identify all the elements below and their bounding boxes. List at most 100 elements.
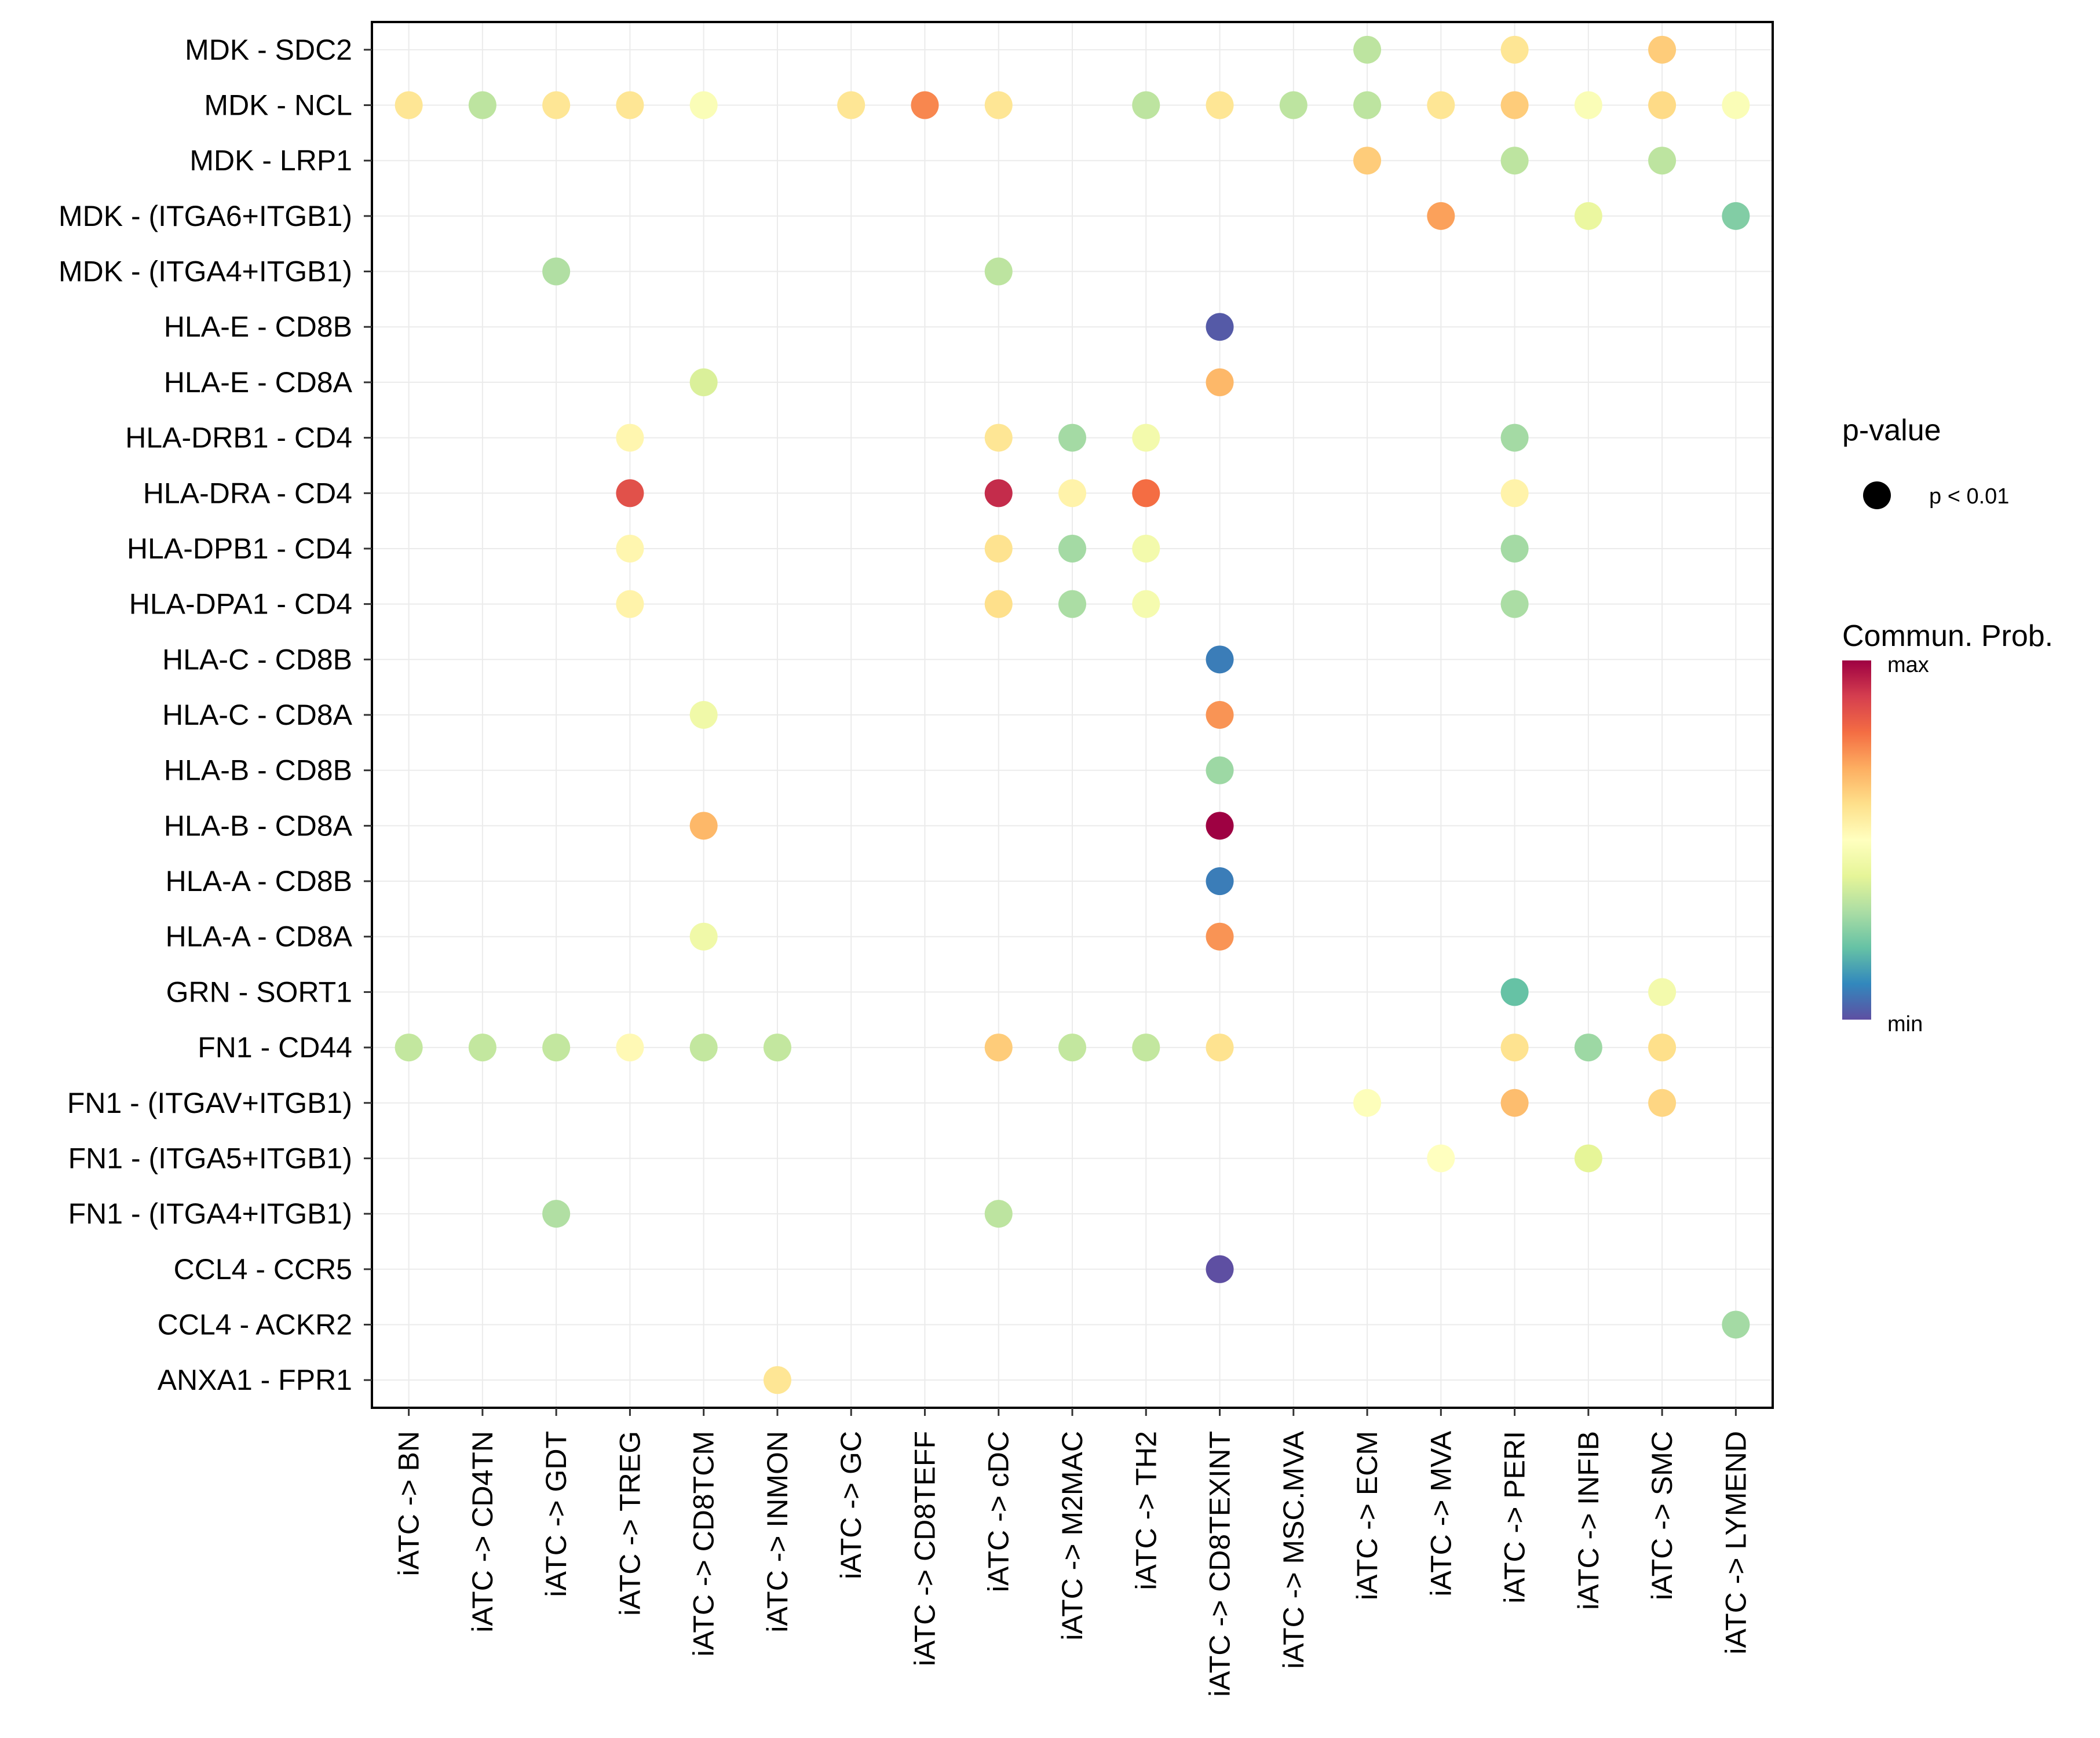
data-point [837,91,865,119]
data-point [984,1034,1013,1062]
data-point [542,1200,571,1228]
y-tick-label: CCL4 - CCR5 [174,1253,352,1286]
data-points [395,35,1750,1394]
colorbar-max-label: max [1887,653,1929,677]
y-tick-label: CCL4 - ACKR2 [158,1308,352,1341]
data-point [1132,1034,1160,1062]
x-tick-label: iATC -> LYMEND [1719,1431,1752,1655]
data-point [1058,534,1086,563]
data-point [1206,867,1234,896]
x-tick-label: iATC -> PERI [1499,1431,1531,1604]
data-point [1648,1089,1677,1117]
y-tick-label: ANXA1 - FPR1 [158,1364,352,1396]
y-tick-label: HLA-DRA - CD4 [143,477,352,509]
data-point [1574,91,1602,119]
data-point [1206,91,1234,119]
data-point [616,91,644,119]
x-tick-label: iATC -> MSC.MVA [1277,1430,1310,1668]
x-tick-label: iATC -> INFIB [1572,1431,1605,1610]
y-tick-label: HLA-E - CD8B [164,311,352,343]
data-point [1353,35,1382,64]
y-axis: MDK - SDC2 MDK - NCL MDK - LRP1 MDK - (ITGA… [59,34,372,1396]
y-tick-label: MDK - (ITGA6+ITGB1) [59,200,352,232]
y-tick-label: HLA-C - CD8A [162,699,352,731]
x-tick-label: iATC -> MVA [1425,1430,1457,1596]
y-tick-label: HLA-E - CD8A [164,366,353,399]
data-point [1648,91,1677,119]
y-tick-label: FN1 - (ITGA5+ITGB1) [68,1142,352,1174]
y-tick-label: FN1 - (ITGAV+ITGB1) [67,1087,352,1119]
x-tick-label: iATC -> GDT [540,1431,572,1597]
data-point [1353,147,1382,175]
data-point [689,1034,718,1062]
data-point [1206,756,1234,784]
data-point [984,534,1013,563]
size-legend-dot [1863,481,1891,509]
size-legend-label: p < 0.01 [1929,484,2009,509]
y-tick-label: HLA-C - CD8B [162,643,352,676]
data-point [1427,91,1455,119]
data-point [468,91,496,119]
data-point [1132,423,1160,452]
data-point [1353,91,1382,119]
data-point [1132,534,1160,563]
y-tick-label: HLA-A - CD8A [166,921,353,953]
data-point [1648,147,1677,175]
data-point [763,1034,791,1062]
data-point [984,423,1013,452]
data-point [616,423,644,452]
data-point [616,1034,644,1062]
data-point [984,590,1013,618]
y-tick-label: HLA-A - CD8B [166,865,352,897]
data-point [1206,645,1234,674]
data-point [1058,479,1086,507]
x-tick-label: iATC -> cDC [983,1431,1015,1592]
data-point [1500,1089,1529,1117]
data-point [1058,423,1086,452]
data-point [1574,1034,1602,1062]
data-point [1648,978,1677,1006]
data-point [1206,313,1234,341]
data-point [395,91,423,119]
data-point [1500,978,1529,1006]
data-point [763,1366,791,1394]
data-point [1574,202,1602,230]
data-point [1206,812,1234,840]
data-point [1722,202,1750,230]
data-point [1206,922,1234,951]
x-tick-label: iATC -> SMC [1646,1431,1678,1600]
x-tick-label: iATC -> M2MAC [1056,1431,1089,1641]
data-point [616,534,644,563]
x-tick-label: iATC -> TREG [613,1431,646,1616]
data-point [1206,701,1234,729]
y-tick-label: HLA-DRB1 - CD4 [125,422,352,454]
x-tick-label: iATC -> TH2 [1130,1431,1162,1590]
x-tick-label: iATC -> ECM [1351,1431,1383,1600]
y-tick-label: HLA-DPB1 - CD4 [127,532,352,565]
data-point [689,701,718,729]
colorbar [1842,660,1871,1020]
data-point [1574,1144,1602,1173]
data-point [1500,423,1529,452]
y-tick-label: FN1 - CD44 [198,1031,352,1064]
y-tick-label: MDK - LRP1 [189,144,352,177]
data-point [1648,35,1677,64]
data-point [1500,534,1529,563]
color-legend-title: Commun. Prob. [1842,619,2053,653]
data-point [1132,479,1160,507]
x-axis: iATC -> BN iATC -> CD4TN iATC -> GDT iATC -… [393,1408,1752,1697]
y-tick-label: FN1 - (ITGA4+ITGB1) [68,1197,352,1230]
x-tick-label: iATC -> CD8TEXINT [1204,1431,1236,1697]
data-point [1206,1255,1234,1283]
data-point [542,91,571,119]
y-tick-label: MDK - NCL [204,89,352,122]
data-point [1648,1034,1677,1062]
size-legend-title: p-value [1842,414,1941,447]
legend: p-value p < 0.01 Commun. Prob. max min [1842,414,2053,1036]
data-point [395,1034,423,1062]
data-point [984,479,1013,507]
data-point [1058,1034,1086,1062]
x-tick-label: iATC -> INMON [761,1431,794,1633]
y-tick-label: HLA-B - CD8B [164,754,352,787]
data-point [689,812,718,840]
